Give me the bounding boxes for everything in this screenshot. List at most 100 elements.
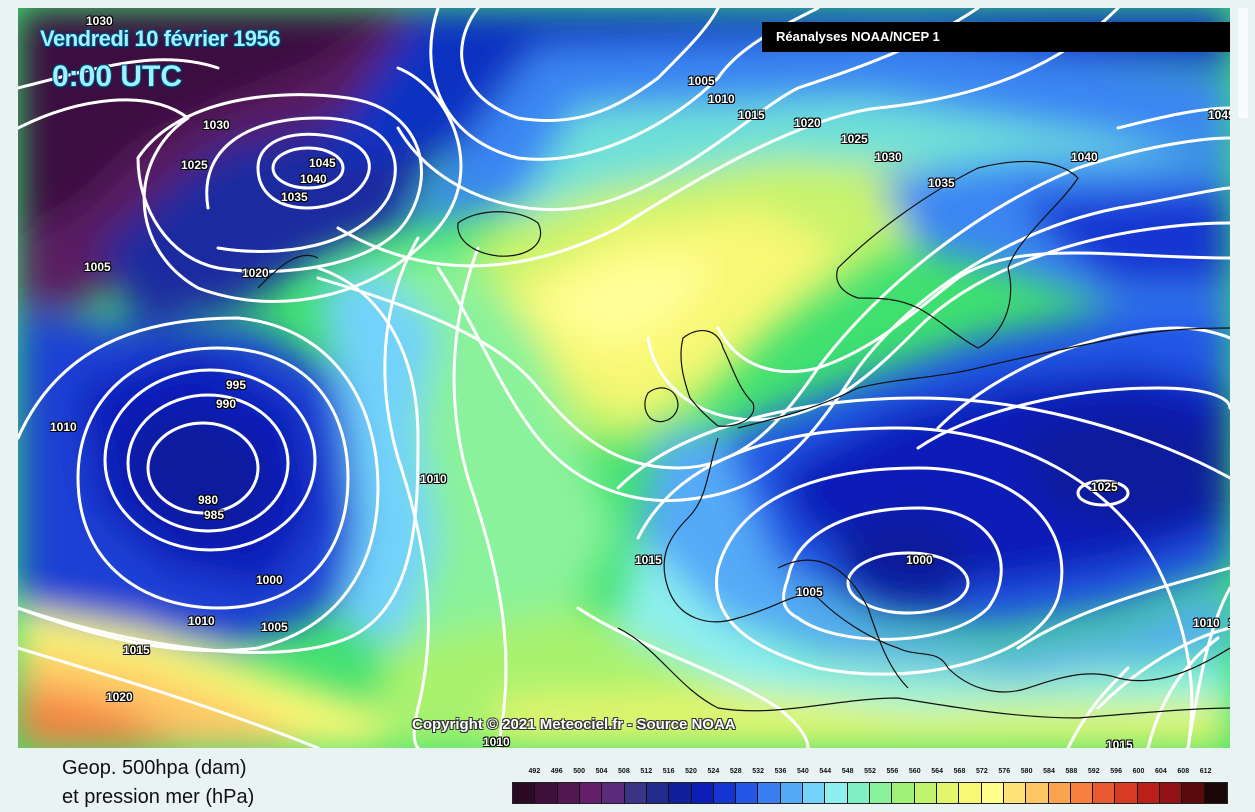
isobar-label: 1015 bbox=[1106, 738, 1133, 748]
scale-swatch bbox=[1003, 783, 1027, 803]
scale-swatch bbox=[557, 783, 580, 803]
scale-swatch bbox=[1182, 783, 1205, 803]
scale-tick-label: 556 bbox=[886, 768, 899, 775]
scale-tick-label: 548 bbox=[841, 768, 854, 775]
scale-tick-label: 564 bbox=[931, 768, 943, 775]
scale-tick-label: 580 bbox=[1020, 768, 1033, 775]
scale-swatch bbox=[579, 783, 603, 803]
copyright-notice: Copyright © 2021 Meteociel.fr - Source N… bbox=[412, 716, 736, 733]
scale-tick-label: 512 bbox=[640, 768, 653, 775]
scale-tick-label: 584 bbox=[1043, 768, 1055, 775]
legend-title: Geop. 500hpa (dam) et pression mer (hPa) bbox=[62, 754, 254, 812]
source-label: Réanalyses NOAA/NCEP 1 bbox=[762, 22, 1230, 52]
geopotential-field bbox=[18, 8, 1230, 748]
isobar-label: 1035 bbox=[281, 190, 308, 204]
scale-swatch bbox=[1160, 783, 1183, 803]
scale-tick-label: 576 bbox=[998, 768, 1011, 775]
scale-tick-label: 560 bbox=[908, 768, 921, 775]
scale-tick-label: 500 bbox=[573, 768, 585, 775]
scale-tick-label: 524 bbox=[707, 768, 720, 775]
isobar-label: 1015 bbox=[738, 108, 765, 122]
map-time: 0:00 UTC bbox=[52, 60, 183, 93]
isobar-label: 1025 bbox=[1091, 480, 1118, 494]
scale-tick-label: 532 bbox=[752, 768, 764, 775]
scale-swatch bbox=[1048, 783, 1071, 803]
scale-swatch bbox=[847, 783, 870, 803]
isobar-label: 1005 bbox=[261, 620, 288, 634]
scale-swatch bbox=[780, 783, 804, 803]
scale-tick-label: 508 bbox=[618, 768, 630, 775]
scale-swatch bbox=[914, 783, 937, 803]
isobar-label: 1020 bbox=[794, 116, 821, 130]
isobar-label: 1040 bbox=[300, 172, 327, 186]
color-scale-bar bbox=[512, 782, 1228, 804]
scale-swatch bbox=[825, 783, 848, 803]
scale-swatch bbox=[1093, 783, 1116, 803]
scale-tick-label: 572 bbox=[976, 768, 988, 775]
isobar-label: 1030 bbox=[86, 14, 113, 28]
isobar-label: 10 bbox=[1228, 616, 1230, 630]
scale-swatch bbox=[1026, 783, 1049, 803]
scale-swatch bbox=[624, 783, 647, 803]
scale-tick-label: 612 bbox=[1199, 768, 1212, 775]
isobar-label: 1015 bbox=[635, 553, 662, 567]
scale-swatch bbox=[713, 783, 737, 803]
weather-map: 1030 1030 1025 1045 1040 1035 1020 1005 1005 1010… bbox=[18, 8, 1230, 748]
isobar-label: 990 bbox=[216, 397, 237, 411]
isobar-label: 1035 bbox=[928, 176, 955, 190]
isobar-label: 1045 bbox=[1208, 108, 1230, 122]
scale-tick-label: 592 bbox=[1087, 768, 1100, 775]
scale-swatch bbox=[535, 783, 558, 803]
isobar-label: 1010 bbox=[50, 420, 77, 434]
isobar-label: 1030 bbox=[203, 118, 230, 132]
scale-tick-label: 604 bbox=[1155, 768, 1167, 775]
isobar-label: 1010 bbox=[420, 472, 447, 486]
isobar-label: 1000 bbox=[906, 553, 933, 567]
isobar-label: 1005 bbox=[84, 260, 111, 274]
scale-tick-label: 552 bbox=[864, 768, 876, 775]
scale-tick-label: 588 bbox=[1065, 768, 1078, 775]
isobar-label: 985 bbox=[204, 508, 225, 522]
isobar-label: 1030 bbox=[875, 150, 902, 164]
scale-tick-label: 492 bbox=[528, 768, 541, 775]
scale-swatch bbox=[892, 783, 915, 803]
isobar-label: 1010 bbox=[188, 614, 215, 628]
scale-swatch bbox=[981, 783, 1004, 803]
scale-tick-label: 516 bbox=[662, 768, 675, 775]
scale-tick-labels: 492 496 500 504 508 512 516 520 524 528 532 536 540 5… bbox=[512, 768, 1228, 780]
isobar-label: 1010 bbox=[708, 92, 735, 106]
scale-swatch bbox=[513, 783, 536, 803]
scale-swatch bbox=[646, 783, 670, 803]
side-scrollbar[interactable] bbox=[1238, 8, 1248, 118]
isobar-label: 1020 bbox=[106, 690, 133, 704]
isobar-label: 980 bbox=[198, 493, 219, 507]
isobar-label: 1040 bbox=[1071, 150, 1098, 164]
scale-swatch bbox=[1115, 783, 1138, 803]
isobar-label: 1020 bbox=[242, 266, 269, 280]
isobar-label: 1045 bbox=[309, 156, 336, 170]
scale-swatch bbox=[1070, 783, 1094, 803]
isobar-label: 1010 bbox=[483, 735, 510, 748]
scale-swatch bbox=[691, 783, 714, 803]
coastlines bbox=[257, 160, 1230, 719]
legend-title-line1: Geop. 500hpa (dam) bbox=[62, 757, 247, 779]
isobar-label: 1015 bbox=[123, 643, 150, 657]
scale-swatch bbox=[1137, 783, 1161, 803]
scale-tick-label: 528 bbox=[729, 768, 742, 775]
scale-tick-label: 540 bbox=[797, 768, 809, 775]
scale-swatch bbox=[758, 783, 781, 803]
scale-swatch bbox=[1204, 783, 1227, 803]
scale-tick-label: 600 bbox=[1132, 768, 1145, 775]
scale-swatch bbox=[959, 783, 982, 803]
isobar-label: 1005 bbox=[796, 585, 823, 599]
isobar-label: 1010 bbox=[1193, 616, 1220, 630]
isobar-label: 1025 bbox=[181, 158, 208, 172]
scale-tick-label: 520 bbox=[685, 768, 697, 775]
scale-swatch bbox=[736, 783, 759, 803]
scale-swatch bbox=[602, 783, 625, 803]
isobar-label: 1005 bbox=[688, 74, 715, 88]
scale-swatch bbox=[669, 783, 692, 803]
isobar-label: 1000 bbox=[256, 573, 283, 587]
isobars bbox=[18, 8, 1230, 748]
map-date: Vendredi 10 février 1956 bbox=[40, 26, 280, 51]
